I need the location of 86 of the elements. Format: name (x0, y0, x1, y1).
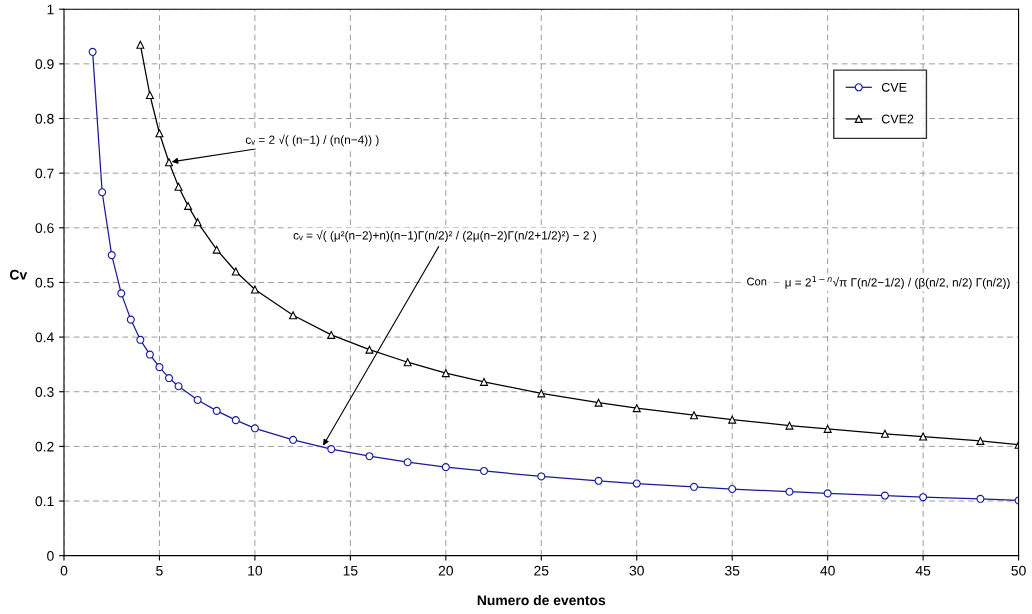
x-tick-label: 50 (1011, 565, 1026, 576)
y-tick-label: 1 (47, 4, 54, 15)
point (441, 463, 450, 472)
point (107, 251, 116, 260)
point (126, 315, 135, 324)
point (88, 47, 97, 56)
point (155, 129, 164, 138)
point (327, 445, 336, 454)
point (689, 411, 699, 420)
point (823, 489, 832, 498)
point (728, 484, 737, 494)
x-tick-label: 15 (343, 565, 358, 576)
point (880, 491, 889, 500)
point (785, 421, 794, 430)
point (145, 90, 154, 100)
point (880, 429, 889, 438)
y-tick-label: 0.3 (35, 387, 54, 397)
point (164, 158, 174, 167)
point (174, 382, 183, 391)
y-tick-label: 0.2 (35, 441, 54, 452)
point (919, 493, 928, 502)
point (632, 479, 641, 488)
point (98, 188, 107, 197)
y-tick-label: 0.8 (35, 113, 54, 124)
point (117, 289, 126, 298)
point (164, 374, 174, 383)
y-tick-label: 0.9 (35, 59, 54, 70)
point (231, 416, 240, 425)
point (689, 482, 699, 491)
x-tick-label: 25 (534, 565, 549, 576)
point (365, 452, 374, 461)
point (136, 40, 145, 49)
y-tick-label: 0.1 (35, 496, 54, 507)
point (479, 466, 489, 475)
y-tick-label: 0.4 (35, 332, 54, 343)
point (594, 476, 603, 485)
legend-label: CVE2 (881, 114, 914, 124)
point (537, 472, 546, 481)
point (250, 285, 259, 294)
point (145, 350, 154, 359)
point (479, 377, 489, 386)
annotation: μ = 2$^{1−n}$√π Γ(n/2−1/2) / (β(n/2, n/2) Γ(n/2)) (785, 275, 1010, 289)
point (441, 369, 450, 378)
legend-label: CVE (881, 82, 907, 92)
point (728, 415, 737, 424)
y-axis-title: Cv (9, 269, 28, 280)
x-tick-label: 20 (438, 565, 454, 576)
annotation: cᵥ = 2 √( (n−1) / (n(n−4)) ) (245, 134, 379, 147)
x-tick-label: 35 (725, 565, 740, 576)
point (976, 494, 985, 503)
point (537, 389, 546, 398)
x-tick-label: 40 (820, 565, 835, 576)
y-tick-label: 0.6 (35, 223, 54, 233)
point (193, 395, 202, 404)
y-tick-label: 0 (47, 551, 54, 561)
point (365, 345, 374, 354)
point (403, 458, 412, 467)
point (919, 432, 928, 441)
x-tick-label: 45 (915, 565, 931, 576)
point (785, 487, 794, 496)
point (289, 311, 298, 320)
annotation: Con (747, 277, 767, 286)
y-tick-label: 0.7 (35, 168, 54, 179)
point (289, 435, 298, 444)
point (594, 398, 603, 407)
point (193, 218, 202, 227)
point (403, 358, 412, 367)
point (823, 424, 832, 433)
x-tick-label: 30 (629, 565, 644, 576)
point (231, 267, 240, 276)
x-axis-title: Numero de eventos (477, 595, 606, 606)
x-tick-label: 0 (60, 565, 68, 576)
x-tick-label: 10 (248, 565, 263, 576)
y-tick-label: 0.5 (35, 277, 54, 288)
point (174, 182, 183, 191)
point (212, 245, 221, 254)
point (976, 436, 985, 445)
x-tick-label: 5 (156, 565, 163, 576)
point (327, 330, 336, 339)
point (632, 404, 641, 413)
point (184, 201, 193, 210)
point (212, 406, 221, 415)
annotation: cᵥ = √( (μ²(n−2)+n)(n−1)Γ(n/2)² / (2μ(n−2)Γ(n/2+1/2)²) − 2 ) (293, 230, 596, 242)
point (250, 424, 259, 433)
point (136, 335, 145, 344)
point (155, 363, 164, 372)
